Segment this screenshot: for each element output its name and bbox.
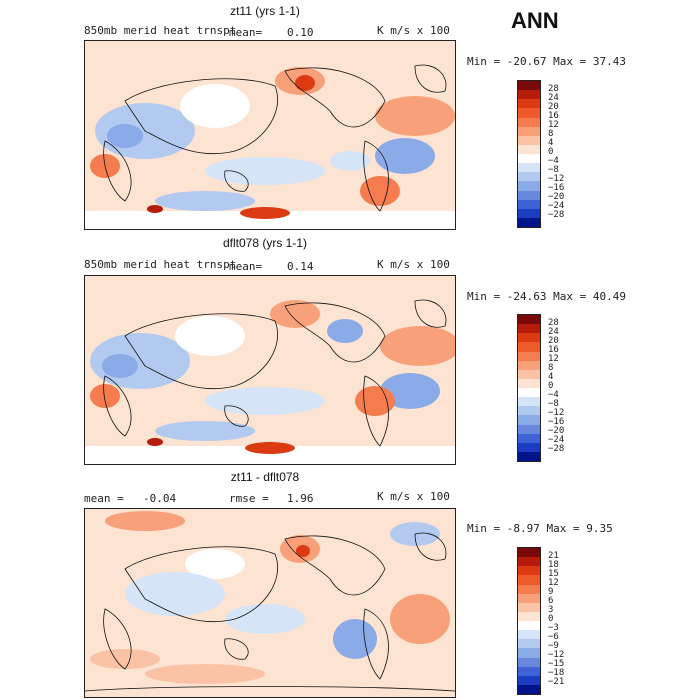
panel1-tick: −24 [548,201,565,211]
panel1-tick: 4 [548,138,554,148]
panel1-tick: 0 [548,147,554,157]
panel2-tick: −20 [548,426,565,436]
panel2-variable: 850mb merid heat trnspt [84,258,237,271]
panel3-colorbar [517,547,541,695]
panel1-tick: −28 [548,210,565,220]
panel3-tick: −15 [548,659,565,669]
panel2-tick: 28 [548,318,559,328]
panel3-rmse-label: rmse = [229,492,269,505]
panel3-tick: 21 [548,551,559,561]
panel3-units: K m/s x 100 [377,490,450,503]
panel2-tick: 0 [548,381,554,391]
panel3-tick: −6 [548,632,559,642]
panel2-mean-label: mean= [229,260,263,273]
panel2-tick: −16 [548,417,565,427]
panel1-tick: −8 [548,165,559,175]
panel2-tick: −4 [548,390,559,400]
panel3-tick: 9 [548,587,554,597]
panel2-map-field [85,276,455,464]
panel1-tick: 12 [548,120,559,130]
panel2-mean-value: 0.14 [287,260,314,273]
panel1-tick: 28 [548,84,559,94]
panel1-tick: −12 [548,174,565,184]
panel3-tick: 0 [548,614,554,624]
panel2-tick: −24 [548,435,565,445]
panel1-map [84,40,456,230]
panel2-title: dflt078 (yrs 1-1) [222,236,308,250]
panel2-tick: 24 [548,327,559,337]
panel2-tick: 8 [548,363,554,373]
panel3-tick: −18 [548,668,565,678]
panel2-map [84,275,456,465]
panel1-units: K m/s x 100 [377,24,450,37]
panel1-mean-label: mean= [229,26,263,39]
panel2-tick: −12 [548,408,565,418]
panel3-tick: 15 [548,569,559,579]
panel3-tick: −21 [548,677,565,687]
panel3-title: zt11 - dflt078 [230,470,300,484]
panel3-tick: 18 [548,560,559,570]
panel1-minmax: Min = -20.67 Max = 37.43 [467,55,626,68]
panel2-tick: 4 [548,372,554,382]
panel1-variable: 850mb merid heat trnspt [84,24,237,37]
panel3-map-field [85,509,455,697]
panel1-mean-value: 0.10 [287,26,314,39]
panel3-map [84,508,456,698]
panel1-tick: −4 [548,156,559,166]
panel3-tick: −3 [548,623,559,633]
panel2-tick: 12 [548,354,559,364]
panel2-colorbar [517,314,541,462]
panel2-units: K m/s x 100 [377,258,450,271]
panel1-tick: 20 [548,102,559,112]
panel3-tick: 6 [548,596,554,606]
panel2-minmax: Min = -24.63 Max = 40.49 [467,290,626,303]
panel1-colorbar [517,80,541,228]
panel3-mean-value: -0.04 [143,492,177,505]
panel3-rmse-value: 1.96 [287,492,314,505]
panel3-tick: 12 [548,578,559,588]
panel1-title: zt11 (yrs 1-1) [230,4,300,18]
panel1-tick: 8 [548,129,554,139]
panel2-tick: −28 [548,444,565,454]
panel3-minmax: Min = -8.97 Max = 9.35 [467,522,613,535]
panel3-tick: −9 [548,641,559,651]
panel1-map-field [85,41,455,229]
panel2-tick: 20 [548,336,559,346]
panel1-tick: −16 [548,183,565,193]
panel3-tick: 3 [548,605,554,615]
panel2-tick: 16 [548,345,559,355]
panel1-tick: 16 [548,111,559,121]
panel3-tick: −12 [548,650,565,660]
panel1-tick: −20 [548,192,565,202]
panel1-tick: 24 [548,93,559,103]
panel2-tick: −8 [548,399,559,409]
panel3-mean-label: mean = [84,492,124,505]
season-label: ANN [511,8,559,33]
